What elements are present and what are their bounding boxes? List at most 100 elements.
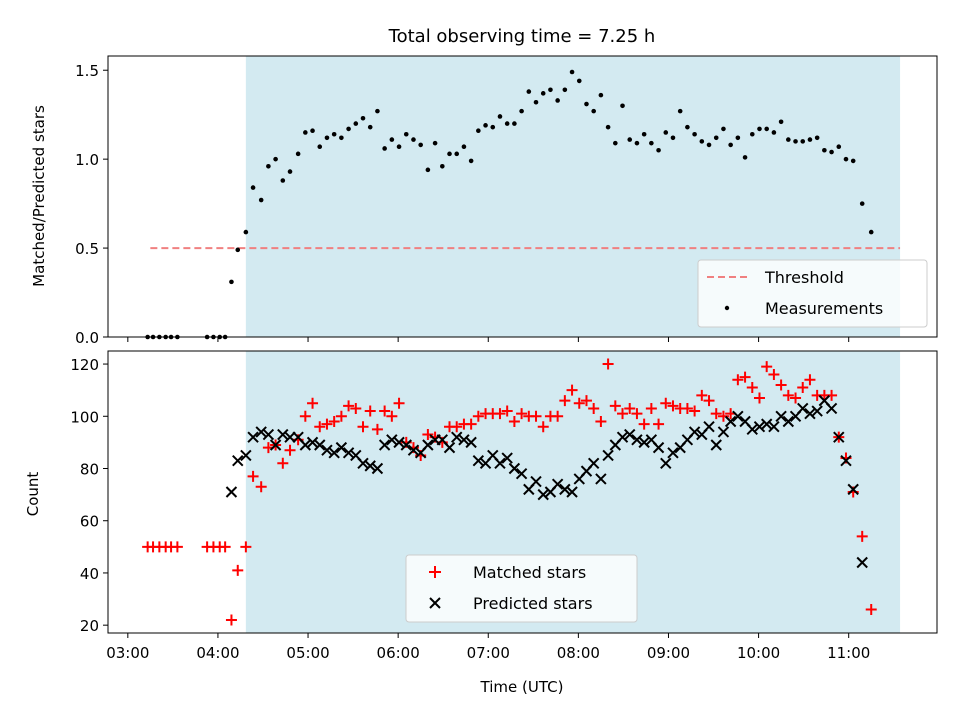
predicted-star-marker	[537, 488, 549, 501]
predicted-star-marker	[458, 434, 470, 446]
measurement-point	[728, 142, 733, 148]
measurement-point	[836, 144, 842, 150]
y-tick-label: 100	[70, 408, 99, 426]
measurement-point	[634, 140, 640, 146]
matched-star-marker	[530, 410, 542, 422]
matched-star-marker	[219, 541, 231, 553]
bottom-legend: Matched stars Predicted stars	[405, 554, 638, 623]
matched-star-marker	[739, 371, 751, 383]
y-tick-label: 60	[80, 513, 99, 531]
matched-star-marker	[645, 402, 657, 414]
x-tick-label: 09:00	[647, 644, 690, 662]
matched-star-marker	[328, 416, 340, 427]
measurement-point	[656, 147, 661, 153]
matched-star-marker	[472, 410, 484, 422]
y-tick-label: 120	[70, 356, 99, 374]
matched-star-marker	[501, 405, 513, 417]
measurement-point	[548, 87, 553, 93]
matched-star-marker	[667, 400, 679, 412]
predicted-star-marker	[314, 439, 326, 451]
matched-star-marker	[653, 418, 665, 430]
predicted-star-marker	[688, 426, 701, 438]
top-x-ticks	[127, 337, 850, 342]
legend-threshold-label: Threshold	[764, 268, 844, 287]
measurement-point	[324, 135, 330, 141]
predicted-star-marker	[811, 405, 823, 417]
predicted-star-marker	[299, 439, 312, 451]
matched-star-marker	[559, 395, 571, 407]
predicted-star-marker	[465, 436, 477, 449]
x-tick-label: 06:00	[377, 644, 420, 662]
matched-star-marker	[624, 402, 636, 414]
predicted-star-marker	[746, 423, 758, 436]
legend-measurements-swatch	[724, 305, 730, 311]
predicted-star-marker	[638, 436, 650, 449]
matched-star-marker	[609, 400, 621, 412]
predicted-star-marker	[595, 473, 607, 485]
matched-star-marker	[537, 421, 549, 433]
measurement-point	[757, 126, 762, 132]
x-tick-label: 10:00	[737, 644, 780, 662]
measurement-point	[699, 139, 705, 144]
legend-matched-swatch	[429, 566, 441, 578]
matched-star-marker	[573, 397, 585, 409]
matched-star-marker	[552, 410, 564, 422]
predicted-star-marker	[494, 457, 506, 469]
predicted-star-marker	[393, 436, 405, 449]
measurement-point	[250, 185, 256, 190]
measurement-point	[519, 108, 524, 114]
measurement-point	[807, 137, 813, 142]
predicted-star-marker	[753, 421, 766, 433]
predicted-star-marker	[797, 402, 809, 415]
predicted-star-marker	[825, 402, 838, 415]
measurement-point	[418, 142, 423, 148]
measurement-point	[229, 279, 234, 285]
y-tick-label: 1.5	[75, 62, 99, 80]
measurement-point	[555, 98, 560, 103]
measurement-point	[533, 99, 539, 105]
matched-star-marker	[299, 410, 311, 422]
bottom-x-axis-label: Time (UTC)	[480, 678, 564, 696]
predicted-star-marker	[443, 441, 456, 454]
top-legend-box	[697, 259, 928, 328]
matched-star-marker	[631, 408, 643, 420]
predicted-star-marker	[624, 428, 636, 441]
measurement-point	[389, 137, 395, 142]
measurement-point	[468, 158, 474, 164]
x-tick-label: 07:00	[467, 644, 510, 662]
measurement-point	[713, 135, 719, 141]
measurement-point	[432, 140, 438, 146]
matched-star-marker	[379, 405, 391, 417]
measurement-point	[396, 144, 402, 150]
measurement-point	[266, 163, 271, 169]
predicted-star-marker	[652, 441, 665, 454]
matched-star-marker	[307, 397, 319, 409]
bottom-y-axis-label: Count	[24, 472, 42, 517]
y-tick-label: 80	[80, 461, 99, 479]
measurement-point	[649, 140, 654, 146]
measurement-point	[829, 149, 834, 155]
matched-star-marker	[508, 416, 520, 427]
predicted-star-marker	[501, 452, 513, 464]
measurement-point	[562, 87, 568, 93]
predicted-star-marker	[847, 483, 859, 496]
predicted-star-marker	[804, 407, 816, 420]
measurement-point	[490, 124, 496, 130]
matched-star-marker	[703, 395, 715, 407]
predicted-star-marker	[451, 431, 463, 443]
measurement-point	[512, 121, 517, 126]
x-tick-label: 05:00	[286, 644, 329, 662]
measurement-point	[287, 169, 293, 174]
bottom-plot-frame	[107, 350, 938, 634]
measurement-point	[235, 247, 241, 253]
matched-star-marker	[494, 408, 506, 420]
measurement-point	[353, 121, 359, 126]
bottom-legend-box	[405, 554, 638, 623]
matched-star-marker	[595, 416, 607, 427]
bottom-y-ticks: 20 40 60 80 100 120	[70, 356, 108, 635]
measurement-point	[440, 163, 445, 169]
predicted-star-marker	[566, 486, 578, 498]
measurement-point	[670, 135, 676, 141]
matched-star-marker	[782, 389, 794, 401]
matched-star-marker	[602, 358, 614, 370]
